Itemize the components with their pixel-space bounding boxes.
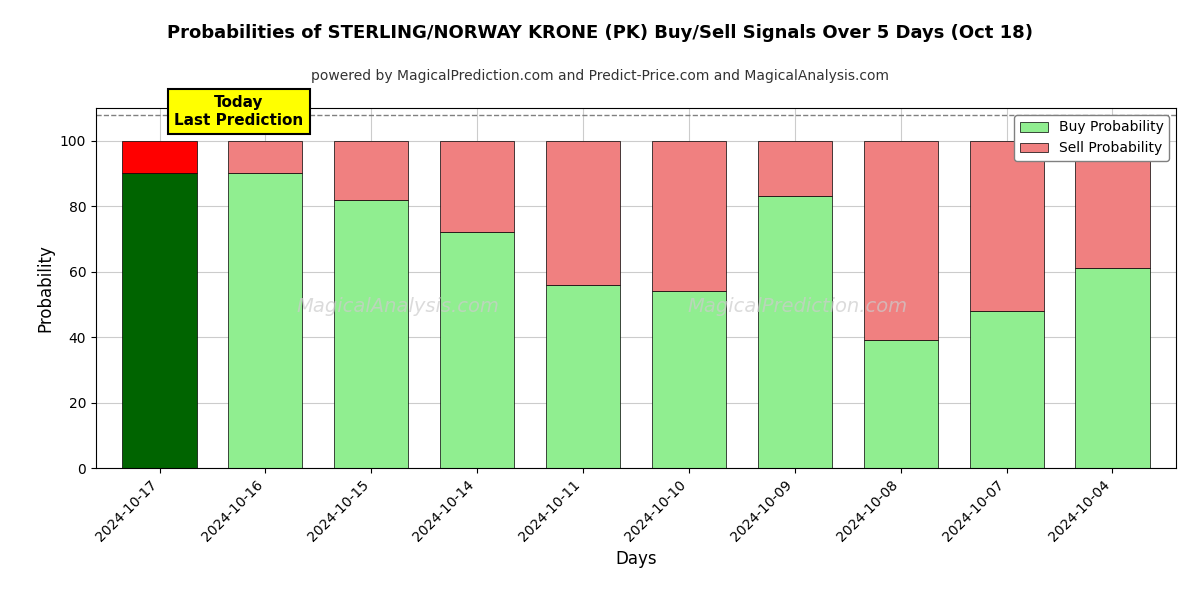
Bar: [1075, 268, 1150, 468]
Bar: [546, 285, 620, 468]
Bar: [335, 200, 408, 468]
Text: powered by MagicalPrediction.com and Predict-Price.com and MagicalAnalysis.com: powered by MagicalPrediction.com and Pre…: [311, 69, 889, 83]
Bar: [335, 141, 408, 200]
Bar: [652, 291, 726, 468]
Bar: [122, 141, 197, 173]
Legend: Buy Probability, Sell Probability: Buy Probability, Sell Probability: [1014, 115, 1169, 161]
Bar: [652, 141, 726, 291]
Bar: [440, 141, 515, 232]
Bar: [757, 141, 832, 196]
Bar: [440, 232, 515, 468]
Bar: [228, 173, 302, 468]
Text: MagicalPrediction.com: MagicalPrediction.com: [688, 296, 908, 316]
Text: MagicalAnalysis.com: MagicalAnalysis.com: [296, 296, 500, 316]
Bar: [1075, 141, 1150, 268]
Text: Probabilities of STERLING/NORWAY KRONE (PK) Buy/Sell Signals Over 5 Days (Oct 18: Probabilities of STERLING/NORWAY KRONE (…: [167, 24, 1033, 42]
Y-axis label: Probability: Probability: [36, 244, 54, 332]
Bar: [864, 340, 937, 468]
Text: Today
Last Prediction: Today Last Prediction: [174, 95, 304, 128]
Bar: [546, 141, 620, 285]
Bar: [970, 141, 1044, 311]
X-axis label: Days: Days: [616, 550, 656, 568]
Bar: [228, 141, 302, 173]
Bar: [864, 141, 937, 340]
Bar: [970, 311, 1044, 468]
Bar: [757, 196, 832, 468]
Bar: [122, 173, 197, 468]
